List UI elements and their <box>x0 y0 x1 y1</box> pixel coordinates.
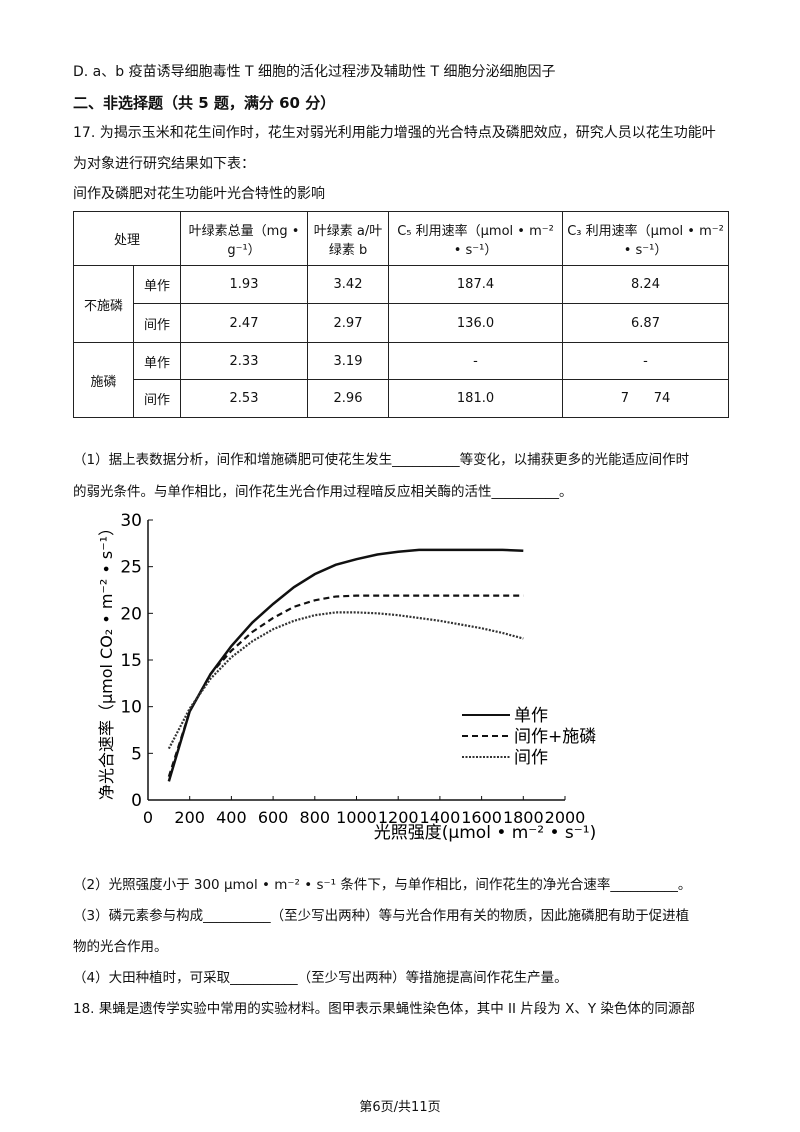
table-cell: 2.96 <box>307 379 390 418</box>
table-cell: - <box>562 342 730 380</box>
table-cell: 2.97 <box>307 303 390 343</box>
table-cell: 不施磷 <box>73 265 134 343</box>
table-cell: 间作 <box>132 379 182 418</box>
legend-label: 间作+施磷 <box>514 727 596 747</box>
legend-label: 间作 <box>514 748 548 768</box>
paragraph: 的弱光条件。与单作相比，间作花生光合作用过程暗反应相关酶的活性_________… <box>73 484 573 500</box>
paragraph: 为对象进行研究结果如下表： <box>73 156 255 172</box>
chart: 0 5 10 15 20 25 30 0 200 400 600 800 1000 1200 1400 160… <box>97 511 596 843</box>
x-tick-label: 800 <box>300 808 331 827</box>
footer: 第6页/共11页 <box>359 1100 441 1115</box>
paragraph: （3）磷元素参与构成__________（至少写出两种）等与光合作用有关的物质，… <box>73 908 690 924</box>
table-cell: 3.42 <box>307 265 390 304</box>
line-series <box>167 548 524 782</box>
y-tick-label: 30 <box>120 511 142 531</box>
x-tick-label: 1400 <box>420 808 461 827</box>
x-tick-label: 1200 <box>378 808 419 827</box>
table-cell: 2.47 <box>180 303 309 343</box>
table-cell: 2.53 <box>180 379 309 418</box>
table-cell: 间作 <box>132 303 182 343</box>
line-series <box>167 594 524 778</box>
x-tick-label: 1800 <box>503 808 544 827</box>
paragraph: （2）光照强度小于 300 μmol • m⁻² • s⁻¹ 条件下，与单作相比… <box>73 877 692 893</box>
table-cell: 1.93 <box>180 265 309 304</box>
x-tick-label: 0 <box>143 808 153 827</box>
paragraph: 18. 果蝇是遗传学实验中常用的实验材料。图甲表示果蝇性染色体，其中 II 片段… <box>73 1001 695 1017</box>
paragraph: 二、非选择题（共 5 题，满分 60 分） <box>73 94 336 112</box>
table-cell: 136.0 <box>388 303 564 343</box>
table-cell: 单作 <box>132 342 182 380</box>
table-cell: 7 74 <box>562 379 730 418</box>
x-tick-label: 2000 <box>545 808 586 827</box>
x-tick-label: 1600 <box>461 808 502 827</box>
y-tick-label: 0 <box>131 791 142 811</box>
paragraph: （4）大田种植时，可采取__________（至少写出两种）等措施提高间作花生产… <box>73 970 568 986</box>
y-tick-label: 20 <box>120 604 142 624</box>
table-cell: C₃ 利用速率（μmol • m⁻² • s⁻¹） <box>562 211 730 266</box>
x-tick-label: 1000 <box>336 808 377 827</box>
table-cell: 6.87 <box>562 303 730 343</box>
x-tick-label: 400 <box>216 808 247 827</box>
x-tick-label: 600 <box>258 808 289 827</box>
y-tick-label: 15 <box>120 651 142 671</box>
table-cell: 8.24 <box>562 265 730 304</box>
table-cell: 3.19 <box>307 342 390 380</box>
table-caption: 间作及磷肥对花生功能叶光合特性的影响 <box>73 186 325 202</box>
table-cell: 处理 <box>72 211 182 266</box>
paragraph: 物的光合作用。 <box>73 939 168 955</box>
table-cell: 叶绿素 a/叶绿素 b <box>307 211 390 266</box>
y-tick-label: 25 <box>120 558 142 578</box>
line-series <box>167 611 524 750</box>
table-cell: 2.33 <box>180 342 309 380</box>
table-cell: 187.4 <box>388 265 564 304</box>
data-table: 处理 叶绿素总量（mg • g⁻¹） 叶绿素 a/叶绿素 b C₅ 利用速率（μmol… <box>72 211 730 418</box>
table-cell: C₅ 利用速率（μmol • m⁻² • s⁻¹） <box>388 211 564 266</box>
y-tick-label: 10 <box>120 698 142 718</box>
paragraph: 17. 为揭示玉米和花生间作时，花生对弱光利用能力增强的光合特点及磷肥效应，研究… <box>73 125 716 141</box>
table-cell: 181.0 <box>388 379 564 418</box>
table-cell: 施磷 <box>73 342 134 418</box>
table-cell: 单作 <box>132 265 182 304</box>
legend-label: 单作 <box>514 706 548 726</box>
y-axis-label: 净光合速率（μmol CO₂ • m⁻² • s⁻¹） <box>97 520 116 800</box>
x-tick-label: 200 <box>174 808 205 827</box>
paragraph: D. a、b 疫苗诱导细胞毒性 T 细胞的活化过程涉及辅助性 T 细胞分泌细胞因… <box>73 64 556 80</box>
table-cell: 叶绿素总量（mg • g⁻¹） <box>180 211 309 266</box>
x-axis-label: 光照强度(μmol • m⁻² • s⁻¹) <box>374 823 596 843</box>
table-cell: - <box>388 342 564 380</box>
y-tick-label: 5 <box>131 744 142 764</box>
paragraph: （1）据上表数据分析，间作和增施磷肥可使花生发生__________等变化，以捕… <box>73 452 690 468</box>
